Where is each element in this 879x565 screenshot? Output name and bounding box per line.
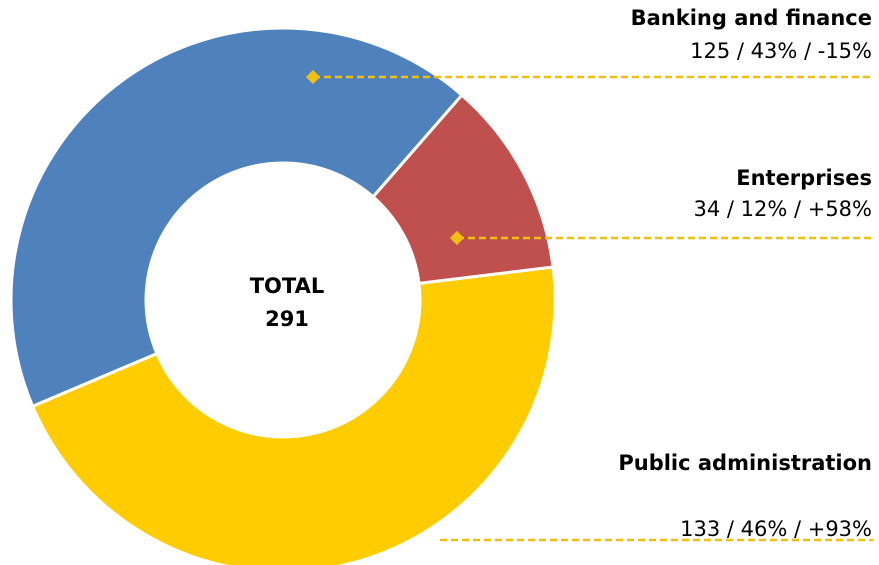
value-label: 133 / 46% / +93% xyxy=(680,517,872,541)
center-total: 291 xyxy=(265,307,309,331)
donut-slice xyxy=(370,92,555,286)
category-label: Enterprises xyxy=(736,166,872,190)
donut-slice xyxy=(9,26,464,409)
center-label: TOTAL xyxy=(250,274,325,298)
leader-dot xyxy=(449,230,465,246)
category-label: Banking and finance xyxy=(631,6,872,30)
value-label: 34 / 12% / +58% xyxy=(693,197,872,221)
leader-dot xyxy=(305,69,321,85)
donut-slice xyxy=(30,265,557,565)
value-label: 125 / 43% / -15% xyxy=(690,39,872,63)
category-label: Public administration xyxy=(618,451,872,475)
